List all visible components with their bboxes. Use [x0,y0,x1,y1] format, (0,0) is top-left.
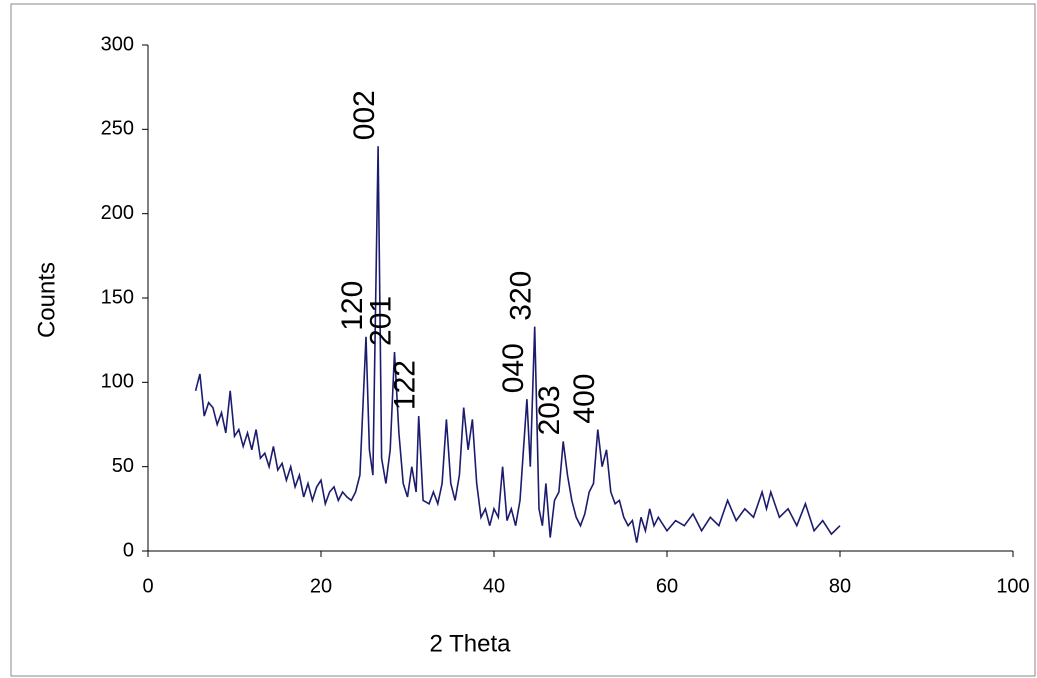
peak-label: 203 [533,385,566,435]
y-tick-label: 50 [112,455,134,477]
peak-label: 122 [389,360,422,410]
y-tick-label: 100 [101,371,134,393]
x-tick-label: 0 [142,575,153,597]
peak-label: 002 [348,90,381,140]
y-tick-label: 200 [101,202,134,224]
x-tick-label: 100 [996,575,1029,597]
data-line [194,146,841,543]
y-tick-label: 150 [101,286,134,308]
y-tick-label: 0 [123,539,134,561]
x-tick-label: 60 [656,575,678,597]
chart-frame [10,3,1036,677]
peak-label: 201 [365,296,398,346]
x-tick-label: 40 [483,575,505,597]
peak-label: 400 [568,373,601,423]
peak-label: 120 [336,281,369,331]
x-tick-label: 20 [310,575,332,597]
peak-label: 040 [497,343,530,393]
x-axis-title: 2 Theta [430,630,512,657]
peak-label: 320 [505,271,538,321]
y-axis-title: Counts [33,262,60,338]
x-tick-label: 80 [829,575,851,597]
y-tick-label: 250 [101,118,134,140]
y-tick-label: 300 [101,33,134,55]
